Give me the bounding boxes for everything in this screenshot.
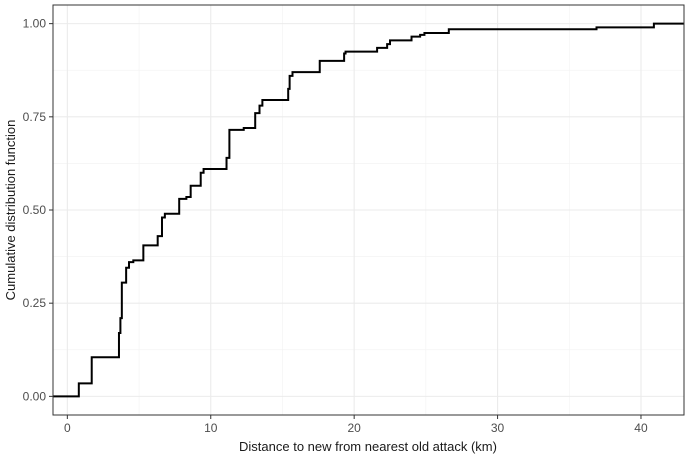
ecdf-step-line [53, 22, 684, 398]
x-axis-title: Distance to new from nearest old attack … [239, 439, 497, 454]
y-tick-label: 1.00 [23, 17, 47, 31]
y-axis-ticks: 0.00 0.25 0.50 0.75 1.00 [23, 17, 53, 403]
y-tick-label: 0.75 [23, 110, 47, 124]
x-tick-label: 20 [347, 421, 361, 435]
y-axis-title: Cumulative distribution function [3, 120, 18, 301]
x-tick-label: 30 [491, 421, 505, 435]
x-tick-label: 10 [204, 421, 218, 435]
grid-lines [53, 5, 684, 415]
y-tick-label: 0.25 [23, 296, 47, 310]
x-axis-ticks: 0 10 20 30 40 [64, 415, 648, 435]
x-tick-label: 40 [634, 421, 648, 435]
y-tick-label: 0.50 [23, 203, 47, 217]
x-tick-label: 0 [64, 421, 71, 435]
y-tick-label: 0.00 [23, 389, 47, 403]
